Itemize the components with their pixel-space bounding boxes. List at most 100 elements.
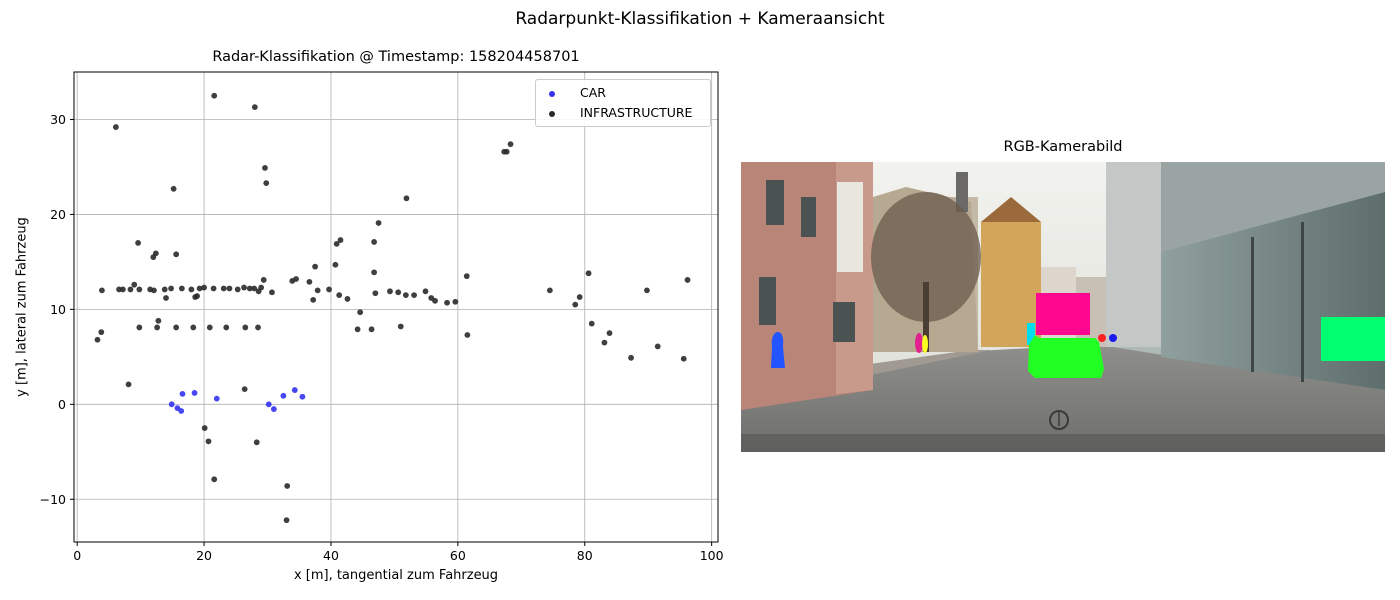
point-infrastructure <box>226 285 233 292</box>
point-infrastructure <box>98 329 105 336</box>
point-infrastructure <box>211 476 218 483</box>
point-infrastructure <box>220 285 227 292</box>
car-mask-blue <box>1109 334 1117 342</box>
point-infrastructure <box>151 287 157 294</box>
point-infrastructure <box>310 296 317 303</box>
point-infrastructure <box>337 237 344 243</box>
point-infrastructure <box>258 284 265 291</box>
legend-entry-car: CAR <box>536 84 710 102</box>
scatter-title: Radar-Klassifikation @ Timestamp: 158204… <box>212 49 580 65</box>
pedestrian-mask-yellow <box>922 335 928 353</box>
point-infrastructure <box>205 438 212 445</box>
point-infrastructure <box>253 439 260 446</box>
point-infrastructure <box>411 292 417 299</box>
point-infrastructure <box>210 285 217 292</box>
point-infrastructure <box>684 277 691 283</box>
point-infrastructure <box>395 289 402 296</box>
car-mask-red <box>1098 334 1106 342</box>
point-car <box>291 387 298 393</box>
point-infrastructure <box>628 354 634 361</box>
point-infrastructure <box>196 285 203 292</box>
point-infrastructure <box>94 336 101 343</box>
point-infrastructure <box>246 285 253 292</box>
point-infrastructure <box>336 292 343 299</box>
point-infrastructure <box>119 286 126 293</box>
point-infrastructure <box>242 324 249 331</box>
point-infrastructure <box>576 294 583 300</box>
point-infrastructure <box>452 298 459 305</box>
point-infrastructure <box>234 286 241 293</box>
point-car <box>299 393 306 400</box>
plot-frame <box>73 71 719 543</box>
point-infrastructure <box>136 324 143 331</box>
camera-scene <box>741 162 1385 452</box>
point-infrastructure <box>260 277 267 283</box>
point-infrastructure <box>135 240 141 246</box>
point-infrastructure <box>190 324 197 331</box>
point-infrastructure <box>251 104 258 111</box>
y-tick-label: 20 <box>50 207 66 222</box>
point-infrastructure <box>375 220 382 226</box>
figure-title: Radarpunkt-Klassifikation + Kameraansich… <box>515 9 885 29</box>
y-tick-label: 0 <box>58 397 66 412</box>
truck-mask-magenta <box>1036 293 1090 335</box>
point-infrastructure <box>201 284 207 291</box>
point-infrastructure <box>344 296 351 302</box>
point-infrastructure <box>241 386 248 393</box>
point-infrastructure <box>127 286 134 293</box>
point-car <box>280 392 287 399</box>
point-infrastructure <box>255 324 261 331</box>
camera-image <box>741 162 1385 452</box>
point-infrastructure <box>112 124 119 130</box>
point-infrastructure <box>152 250 159 257</box>
point-infrastructure <box>585 270 592 277</box>
point-infrastructure <box>601 339 608 346</box>
point-infrastructure <box>312 263 319 270</box>
point-infrastructure <box>284 483 291 489</box>
point-infrastructure <box>372 290 379 297</box>
point-infrastructure <box>463 273 470 280</box>
point-infrastructure <box>572 301 579 308</box>
point-infrastructure <box>507 141 514 148</box>
grid <box>74 72 718 542</box>
point-infrastructure <box>262 164 268 171</box>
sign-mask-green <box>1321 317 1385 361</box>
point-car <box>191 390 198 396</box>
object-mask-cyan <box>1027 323 1035 345</box>
point-infrastructure <box>206 324 213 331</box>
point-infrastructure <box>332 261 339 268</box>
point-infrastructure <box>546 287 553 294</box>
point-infrastructure <box>314 287 321 294</box>
point-infrastructure <box>371 269 378 276</box>
point-car <box>168 401 175 408</box>
axis-ticks: 0 20 40 60 80 100 −10 0 10 20 30 <box>40 112 724 563</box>
point-infrastructure <box>241 284 247 291</box>
x-tick-label: 40 <box>323 548 339 563</box>
point-infrastructure <box>131 281 138 288</box>
point-infrastructure <box>170 185 177 192</box>
point-infrastructure <box>402 292 409 299</box>
point-infrastructure <box>397 323 404 330</box>
point-infrastructure <box>432 297 438 304</box>
data-points <box>94 92 691 524</box>
point-infrastructure <box>211 92 218 99</box>
point-infrastructure <box>368 326 375 333</box>
point-infrastructure <box>223 324 230 331</box>
point-infrastructure <box>188 286 195 293</box>
y-tick-label: 10 <box>50 302 66 317</box>
legend-label-infrastructure: INFRASTRUCTURE <box>580 105 693 120</box>
point-infrastructure <box>289 277 296 284</box>
person-mask-left <box>771 332 785 368</box>
point-infrastructure <box>654 343 661 350</box>
point-infrastructure <box>680 355 687 362</box>
x-tick-label: 20 <box>196 548 212 563</box>
point-infrastructure <box>173 324 180 331</box>
point-infrastructure <box>387 288 393 295</box>
y-tick-label: 30 <box>50 112 66 127</box>
point-infrastructure <box>444 299 450 306</box>
point-infrastructure <box>201 425 208 431</box>
point-infrastructure <box>155 317 162 324</box>
legend-entry-infrastructure: INFRASTRUCTURE <box>536 104 710 122</box>
point-infrastructure <box>194 293 200 299</box>
pedestrian-mask-pink <box>915 333 923 353</box>
